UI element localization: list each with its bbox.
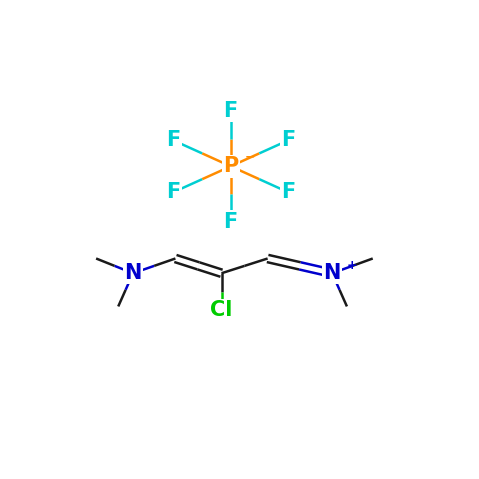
Text: −: − — [245, 150, 255, 163]
Text: F: F — [224, 101, 238, 121]
Text: N: N — [125, 263, 142, 283]
Text: Cl: Cl — [210, 300, 233, 320]
Text: F: F — [281, 130, 295, 150]
Text: F: F — [281, 182, 295, 202]
Text: +: + — [346, 259, 357, 272]
Text: N: N — [323, 263, 341, 283]
Text: F: F — [166, 182, 181, 202]
Text: F: F — [166, 130, 181, 150]
Text: P: P — [223, 156, 239, 176]
Text: F: F — [224, 212, 238, 232]
